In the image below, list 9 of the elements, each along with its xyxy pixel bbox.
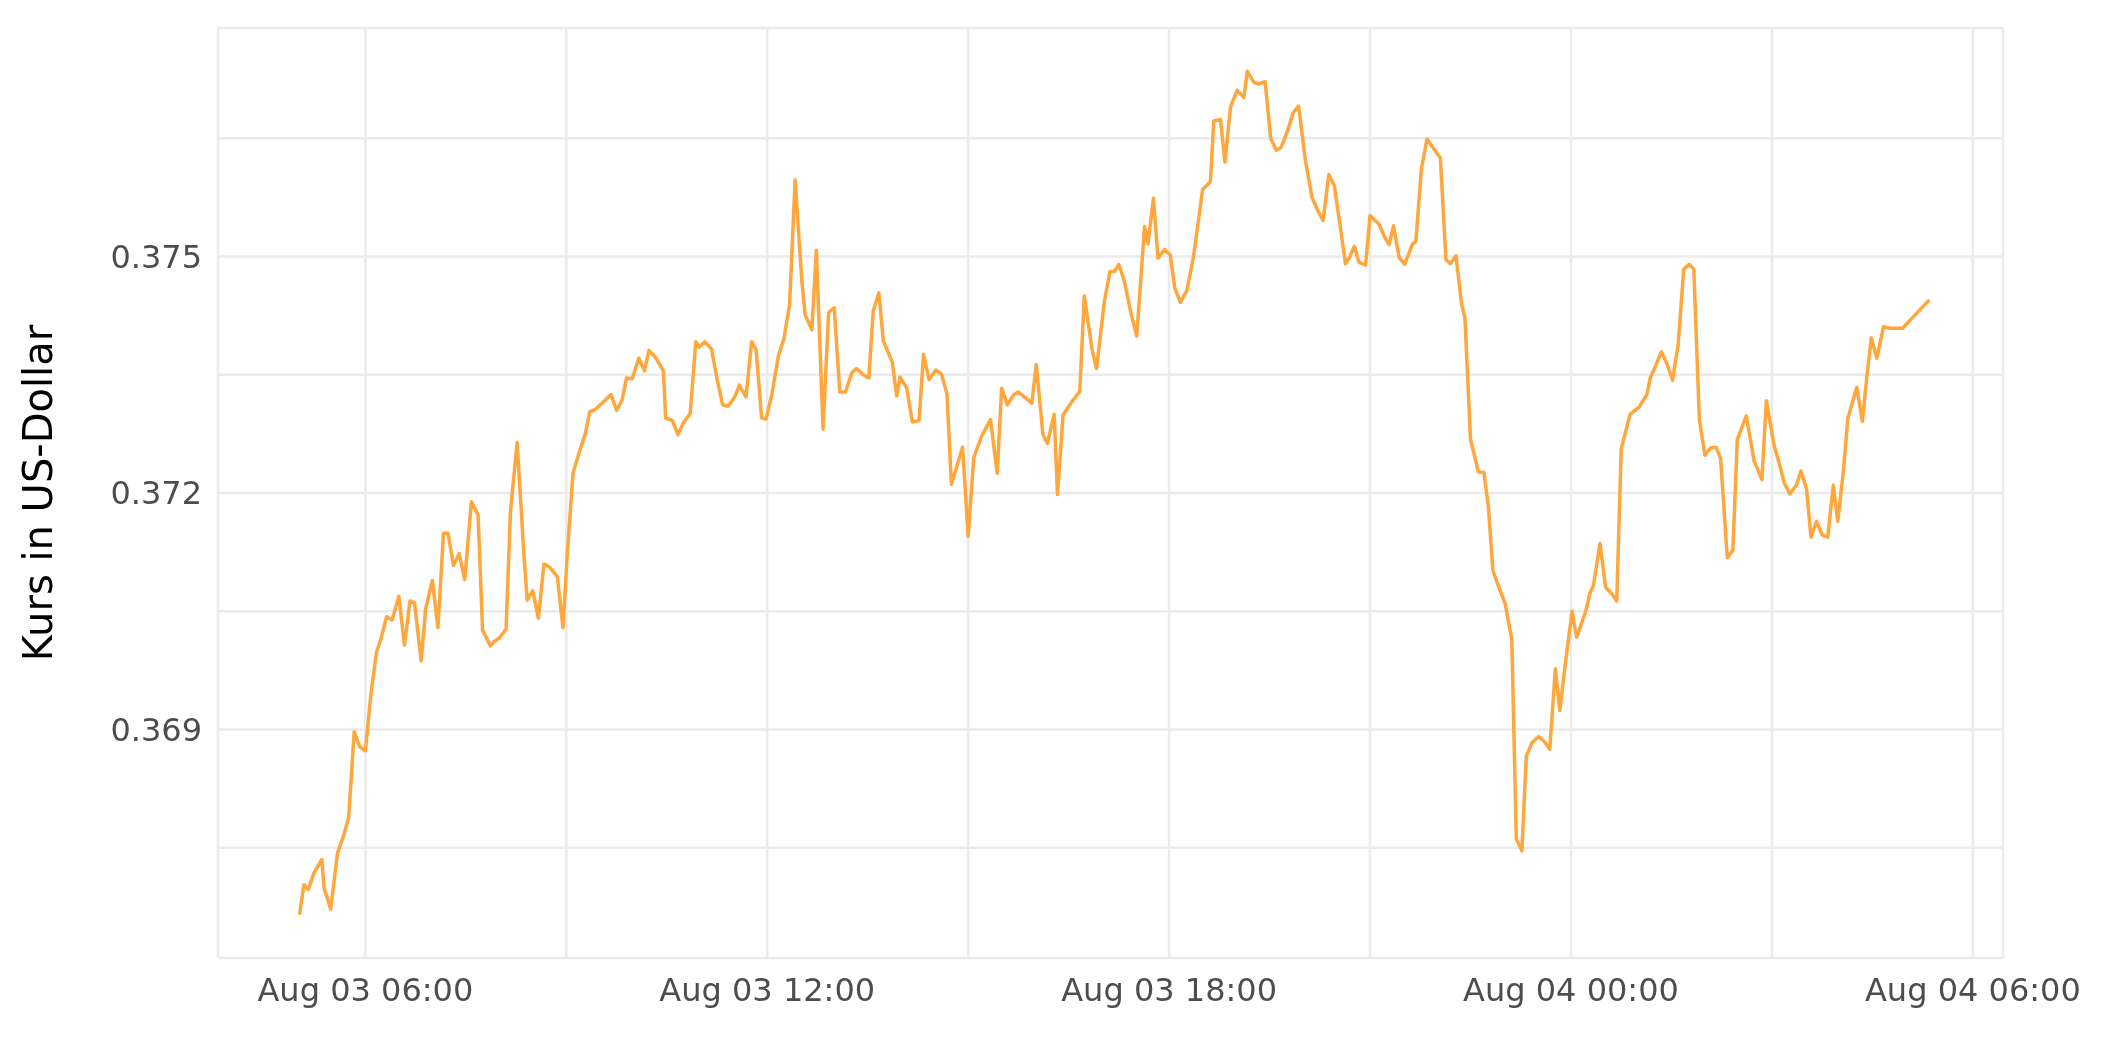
y-axis-title: Kurs in US-Dollar [15,324,62,662]
y-tick-label: 0.372 [110,474,202,513]
x-tick-label: Aug 04 06:00 [1864,970,2081,1009]
x-tick-label: Aug 04 00:00 [1463,970,1679,1009]
x-tick-label: Aug 03 18:00 [1061,970,1277,1009]
x-tick-label: Aug 03 12:00 [659,970,876,1009]
y-tick-label: 0.369 [110,710,202,749]
x-tick-label: Aug 03 06:00 [257,970,474,1009]
y-tick-label: 0.375 [110,237,202,276]
